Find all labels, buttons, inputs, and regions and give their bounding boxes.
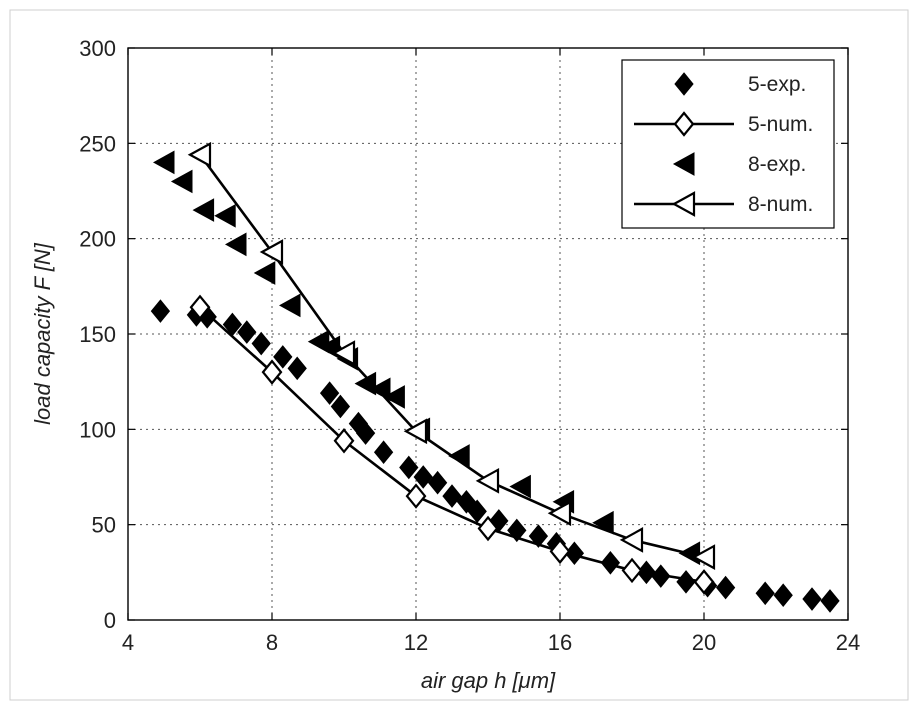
x-tick-label: 20 (692, 630, 716, 655)
data-point-8-num (475, 467, 500, 494)
x-tick-label: 16 (548, 630, 572, 655)
data-point-5-exp (355, 421, 376, 445)
series-line-8-num (198, 153, 705, 559)
data-point-8-num (331, 340, 356, 366)
legend-marker-5-exp (674, 72, 694, 96)
data-point-8-exp (192, 198, 215, 222)
y-tick-label: 200 (79, 227, 116, 252)
data-point-5-exp (820, 589, 840, 613)
data-point-5-exp (802, 587, 822, 611)
plot-data (150, 141, 840, 613)
data-point-5-num (333, 428, 355, 454)
data-point-5-exp (600, 551, 621, 575)
data-point-5-exp (373, 440, 394, 465)
data-point-8-exp (383, 385, 405, 409)
y-tick-label: 150 (79, 322, 116, 347)
x-axis-label: air gap h [μm] (421, 668, 556, 693)
y-tick-label: 50 (92, 513, 116, 538)
data-point-5-exp (507, 518, 527, 543)
y-tick-label: 0 (104, 608, 116, 633)
series-line-5-num (199, 306, 705, 584)
data-point-8-num (619, 527, 644, 553)
y-axis-label: load capacity F [N] (30, 242, 55, 425)
data-point-5-exp (330, 394, 351, 419)
data-point-8-exp (152, 150, 175, 175)
data-point-5-exp (442, 484, 462, 508)
data-point-5-exp (456, 489, 477, 514)
data-point-5-exp (237, 320, 257, 344)
legend-label-5-num: 5-num. (748, 113, 813, 136)
data-point-8-num (187, 141, 212, 168)
series-5-exp (150, 299, 840, 613)
data-point-5-num (189, 294, 211, 321)
data-point-8-exp (253, 261, 276, 285)
data-point-8-num (547, 500, 572, 527)
data-point-5-num (477, 515, 499, 542)
data-point-5-exp (150, 299, 171, 323)
data-point-5-num (549, 538, 571, 565)
y-tick-label: 250 (79, 131, 116, 156)
legend-marker-8-exp (672, 152, 695, 176)
y-tick-label: 300 (79, 36, 116, 61)
x-tick-label: 4 (122, 630, 134, 655)
series-8-num (187, 141, 716, 570)
data-point-8-num (259, 239, 284, 265)
series-5-num (189, 294, 715, 595)
data-point-8-exp (224, 232, 247, 257)
data-point-8-num (691, 544, 716, 570)
data-point-5-num (693, 569, 715, 595)
legend-marker-8-num (671, 191, 696, 217)
data-point-8-exp (214, 203, 236, 228)
data-point-8-exp (509, 474, 531, 499)
data-point-5-exp (251, 331, 271, 356)
data-point-5-exp (319, 381, 340, 405)
data-point-5-num (405, 483, 427, 509)
axes: 4 8 12 16 20 24 0 50 100 150 200 250 300 air gap h [μ… (30, 36, 860, 693)
data-point-8-exp (170, 169, 193, 194)
x-tick-label: 8 (266, 630, 278, 655)
legend-marker-5-num (673, 111, 695, 137)
legend-label-8-exp: 8-exp. (748, 153, 806, 176)
data-point-8-exp (278, 293, 301, 318)
legend-box (621, 59, 835, 229)
legend: 5-exp. 5-num. 8-exp. 8-num. (621, 59, 835, 229)
data-point-5-num (261, 359, 283, 385)
data-point-5-num (621, 557, 643, 584)
y-tick-label: 100 (79, 417, 116, 442)
data-point-5-exp (287, 356, 307, 381)
x-tick-label: 24 (836, 630, 860, 655)
data-point-5-exp (528, 524, 549, 548)
data-point-8-num (403, 418, 428, 445)
data-point-5-exp (755, 581, 775, 606)
legend-label-5-exp: 5-exp. (748, 73, 806, 96)
data-point-8-exp (368, 377, 391, 402)
data-point-5-exp (715, 575, 736, 600)
legend-label-8-num: 8-num. (748, 193, 813, 216)
data-point-5-exp (427, 470, 448, 495)
data-point-5-exp (413, 465, 433, 489)
data-point-5-exp (399, 455, 419, 480)
data-point-5-exp (773, 583, 793, 608)
x-tick-label: 12 (404, 630, 428, 655)
data-point-5-exp (273, 345, 293, 369)
